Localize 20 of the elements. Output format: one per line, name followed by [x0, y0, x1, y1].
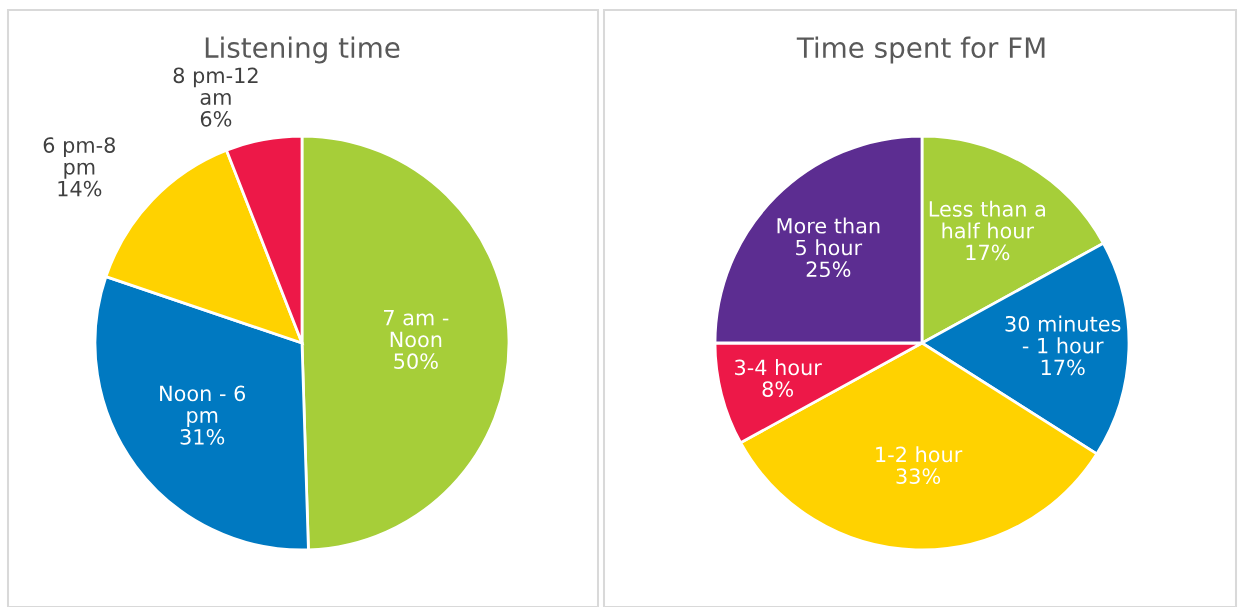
slice-label: More than 5 hour — [777, 217, 880, 256]
data-label: 6% — [200, 110, 232, 127]
data-label: 8% — [762, 381, 794, 397]
slice-label: 1-2 hour — [876, 446, 963, 463]
chart-title: Time spent for FM — [796, 36, 1045, 64]
data-label: 50% — [394, 353, 438, 370]
slice-label: 7 am - Noon — [384, 310, 449, 348]
data-label: 31% — [180, 428, 225, 445]
data-label: 14% — [58, 180, 102, 197]
slice-label: Noon - 6 pm — [160, 385, 246, 428]
data-label: 33% — [896, 468, 941, 485]
slice-label: 3-4 hour — [735, 359, 822, 376]
data-label: 17% — [1041, 359, 1085, 376]
chart-title: Listening time — [205, 36, 400, 64]
slice-label: 30 minutes - 1 hour — [1005, 315, 1121, 354]
slice-label: Less than a half hour — [929, 200, 1045, 239]
slice-label: 6 pm-8 pm — [43, 137, 115, 179]
data-label: 25% — [806, 261, 851, 278]
slice-label: 8 pm-12 am — [173, 67, 258, 105]
data-label: 17% — [966, 244, 1010, 261]
